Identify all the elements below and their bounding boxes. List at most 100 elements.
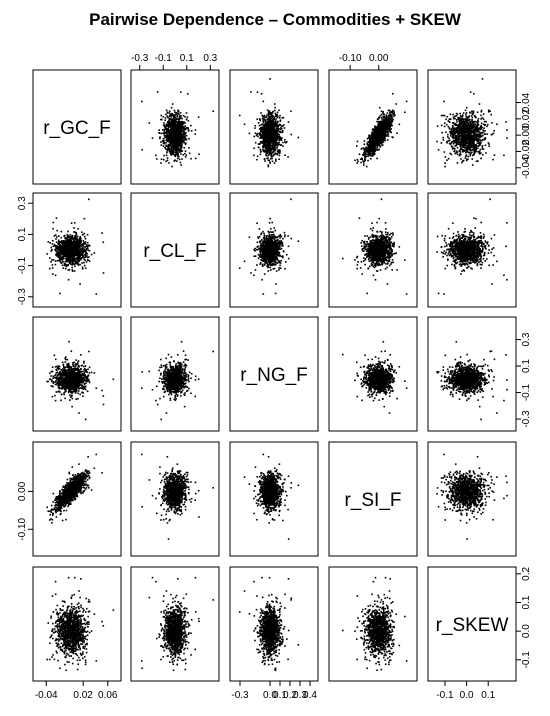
data-point — [168, 149, 170, 151]
data-point — [459, 144, 462, 147]
data-point — [447, 133, 449, 136]
data-point — [460, 132, 463, 135]
data-point — [458, 125, 461, 128]
data-point — [442, 114, 444, 117]
data-point — [270, 139, 272, 141]
data-point — [458, 120, 460, 122]
data-point — [156, 91, 159, 93]
data-point — [369, 154, 372, 156]
data-point — [460, 158, 462, 160]
panel-r_GC_F-vs-r_SI_F — [328, 69, 418, 185]
data-point — [469, 121, 471, 123]
data-point — [444, 156, 447, 158]
data-point — [464, 138, 466, 141]
data-point — [475, 144, 477, 147]
data-point — [265, 124, 267, 127]
data-point — [272, 155, 274, 157]
data-point — [262, 115, 264, 118]
data-point — [171, 131, 174, 133]
data-point — [270, 154, 272, 156]
data-point — [174, 111, 176, 114]
data-point — [477, 135, 480, 138]
points — [354, 92, 408, 168]
data-point — [493, 154, 496, 156]
data-point — [478, 103, 481, 105]
data-point — [284, 141, 286, 143]
data-point — [164, 125, 167, 127]
data-point — [272, 150, 275, 153]
data-point — [267, 132, 269, 135]
data-point — [274, 138, 276, 141]
data-point — [267, 124, 269, 126]
data-point — [173, 154, 176, 156]
data-point — [260, 112, 262, 114]
data-point — [178, 123, 180, 125]
data-point — [465, 149, 468, 152]
data-point — [261, 135, 264, 138]
data-point — [170, 116, 173, 118]
data-point — [462, 118, 465, 120]
data-point — [280, 138, 282, 140]
data-point — [477, 118, 480, 120]
data-point — [171, 119, 173, 121]
data-point — [172, 144, 174, 147]
data-point — [271, 133, 273, 136]
data-point — [370, 143, 373, 145]
data-point — [383, 116, 386, 119]
data-point — [476, 127, 478, 130]
data-point — [272, 120, 275, 123]
data-point — [449, 143, 452, 145]
data-point — [475, 160, 478, 163]
data-point — [181, 150, 184, 152]
data-point — [266, 157, 268, 160]
data-point — [356, 162, 358, 164]
data-point — [250, 91, 252, 93]
data-point — [276, 130, 278, 133]
data-point — [51, 264, 54, 266]
data-point — [151, 137, 154, 139]
data-point — [454, 137, 457, 140]
data-point — [262, 130, 265, 132]
data-point — [463, 147, 466, 149]
data-point — [167, 140, 170, 143]
data-point — [486, 133, 489, 135]
data-point — [267, 140, 270, 142]
data-point — [482, 113, 485, 115]
data-point — [454, 115, 456, 117]
data-point — [164, 136, 167, 139]
data-point — [161, 129, 164, 131]
data-point — [272, 146, 274, 149]
data-point — [455, 150, 458, 152]
data-point — [184, 150, 187, 152]
data-point — [185, 118, 188, 120]
data-point — [385, 124, 388, 127]
data-point — [277, 125, 279, 127]
data-point — [475, 134, 478, 136]
data-point — [184, 125, 187, 127]
data-point — [269, 125, 271, 128]
data-point — [479, 136, 481, 138]
data-point — [181, 139, 184, 141]
data-point — [161, 140, 164, 142]
data-point — [473, 125, 476, 128]
data-point — [270, 144, 272, 147]
data-point — [165, 135, 167, 137]
data-point — [253, 147, 255, 150]
data-point — [480, 109, 483, 112]
data-point — [172, 142, 175, 144]
data-point — [261, 126, 263, 129]
data-point — [391, 114, 393, 117]
data-point — [60, 236, 63, 239]
data-point — [171, 121, 174, 124]
data-point — [354, 159, 356, 162]
data-point — [372, 150, 374, 152]
data-point — [481, 78, 484, 80]
data-point — [270, 153, 273, 155]
data-point — [55, 238, 57, 240]
data-point — [254, 132, 257, 135]
diagonal-label-r_GC_F: r_GC_F — [43, 118, 111, 139]
data-point — [264, 144, 266, 146]
data-point — [261, 114, 264, 117]
data-point — [175, 140, 178, 143]
data-point — [198, 153, 200, 156]
